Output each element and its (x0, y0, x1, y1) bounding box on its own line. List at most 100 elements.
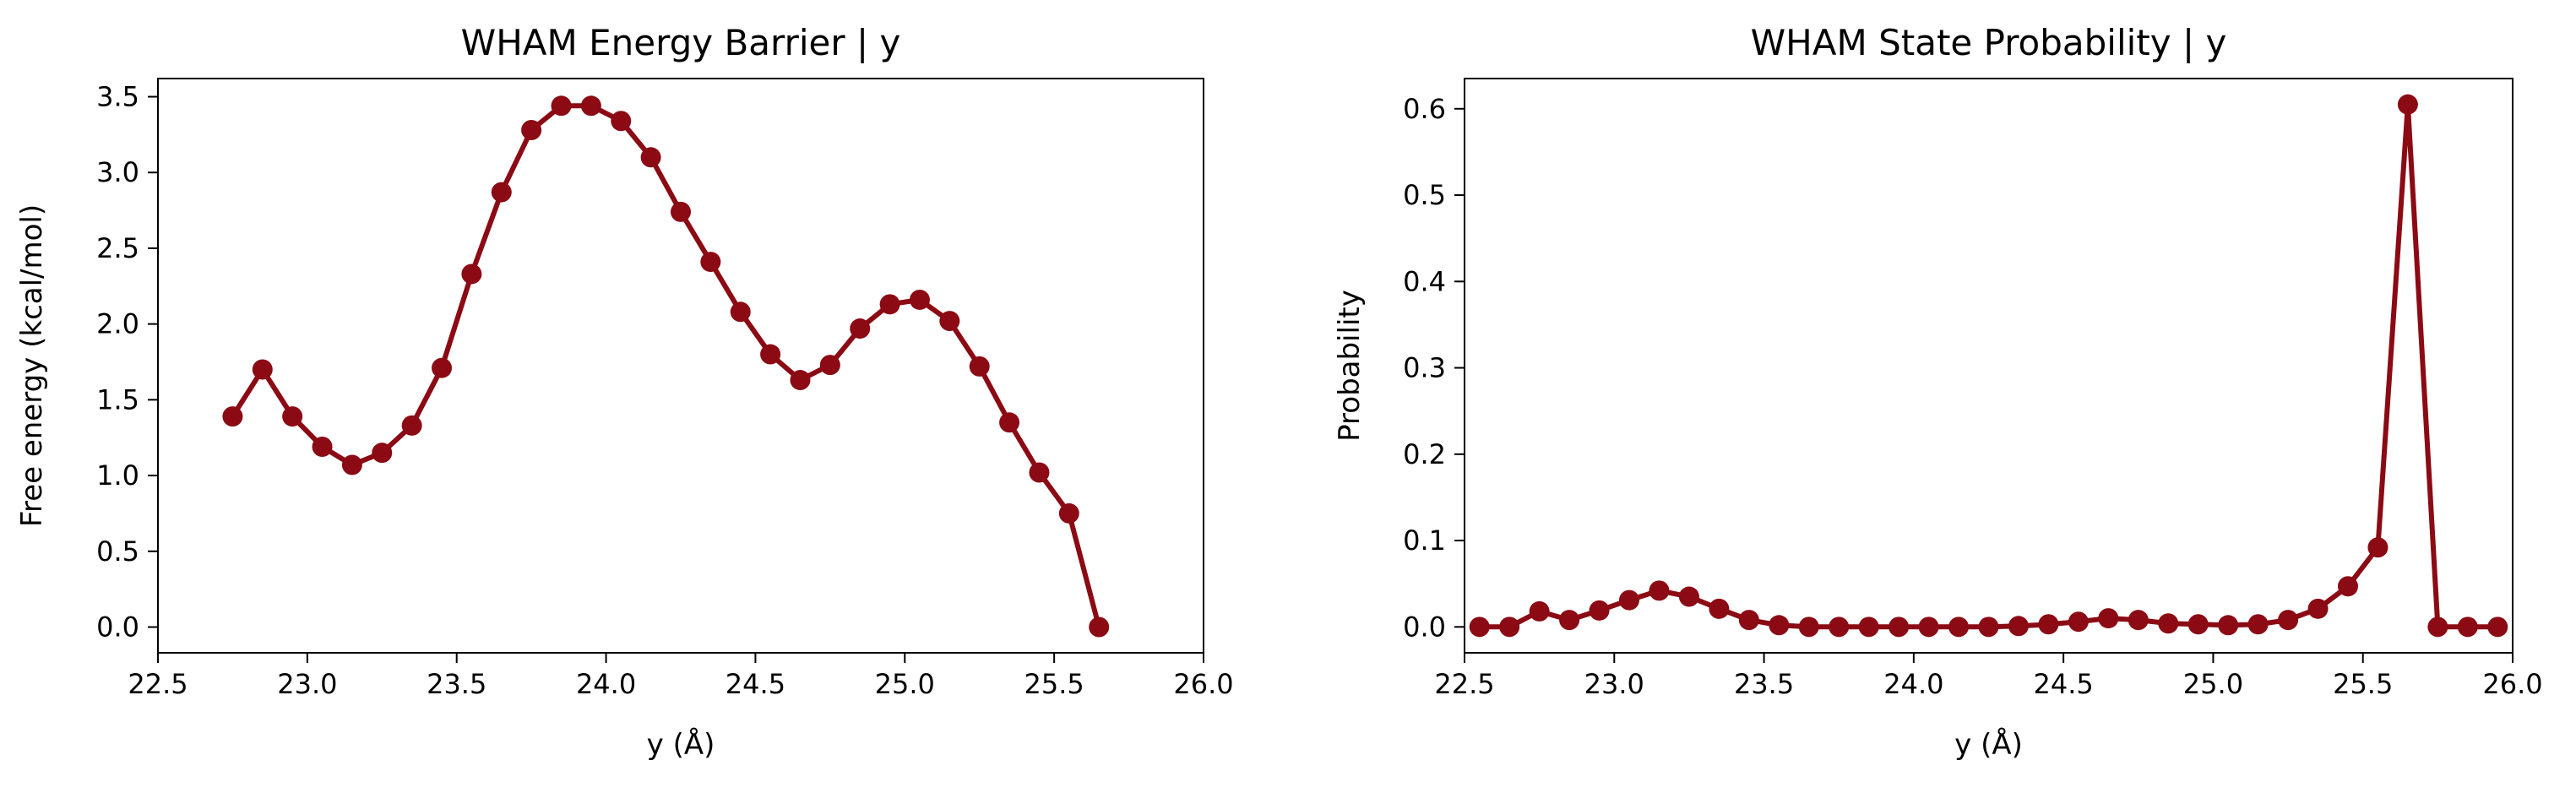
chart-1-y-tick-label: 0.5 (96, 535, 139, 568)
chart-1-x-tick-label: 23.0 (277, 668, 337, 700)
chart-1-data-point (879, 294, 900, 315)
chart-1-x-axis-label: y (Å) (647, 727, 715, 762)
chart-1-x-tick-label: 26.0 (1173, 668, 1233, 700)
chart-2-data-point (1798, 616, 1819, 638)
chart-1-y-tick-label: 2.5 (96, 232, 139, 264)
chart-1-y-tick-label: 2.0 (96, 308, 139, 340)
chart-1-data-point (700, 252, 721, 273)
chart-2-data-point (1529, 600, 1550, 622)
chart-1-y-tick-label: 3.0 (96, 156, 139, 188)
chart-1-data-point (312, 436, 333, 457)
chart-2-data-point (2247, 614, 2269, 635)
chart-2-data-point (1589, 600, 1610, 621)
chart-1-data-point (819, 355, 840, 376)
chart-1-data-point (372, 443, 393, 464)
chart-1-data-point (432, 357, 453, 378)
chart-1-data-point (790, 370, 811, 391)
chart-2-plot-frame (1464, 78, 2514, 654)
chart-1-y-tick-label: 1.0 (96, 459, 139, 492)
chart-2-y-tick-label: 0.2 (1403, 438, 1446, 470)
chart-2-data-point (1889, 616, 1910, 638)
chart-2-data-point (1769, 615, 1790, 636)
chart-2-data-point (2457, 616, 2478, 638)
chart-2-data-point (2158, 613, 2179, 634)
chart-2-data-point (2187, 614, 2209, 635)
chart-1-data-point (1089, 616, 1110, 638)
chart-1-y-tick-label: 1.5 (96, 383, 139, 416)
chart-2-data-point (1649, 580, 1670, 601)
chart-1-data-point (341, 454, 362, 475)
chart-2-x-tick-label: 24.5 (2034, 668, 2094, 700)
chart-2-x-tick-label: 23.0 (1584, 668, 1644, 700)
chart-1-y-tick-label: 0.0 (96, 611, 139, 643)
chart-1-plot-frame (157, 78, 1204, 654)
chart-2-title: WHAM State Probability | y (1751, 22, 2227, 63)
chart-1-data-point (969, 356, 990, 377)
chart-2-y-tick-label: 0.3 (1403, 352, 1446, 384)
chart-2-data-point (1738, 610, 1759, 631)
chart-1-x-tick-label: 23.5 (427, 668, 486, 700)
chart-2-x-tick-label: 25.5 (2333, 668, 2393, 700)
chart-2-y-tick-label: 0.4 (1403, 265, 1446, 297)
chart-2-data-point (2218, 615, 2239, 636)
chart-2-data-point (1559, 610, 1580, 631)
chart-2-x-axis-label: y (Å) (1954, 727, 2023, 762)
chart-1-data-point (491, 182, 512, 203)
chart-2-x-tick-label: 26.0 (2482, 668, 2542, 700)
chart-2-data-point (1619, 589, 1640, 611)
chart-2-y-tick-label: 0.6 (1403, 93, 1446, 125)
chart-1-y-axis-label: Free energy (kcal/mol) (15, 204, 49, 527)
chart-1-x-tick-label: 25.0 (875, 668, 935, 700)
chart-2-data-point (1678, 586, 1699, 607)
chart-2-data-point (1709, 598, 1730, 619)
chart-2-x-tick-label: 24.0 (1883, 668, 1943, 700)
chart-2-x-tick-label: 23.5 (1734, 668, 1794, 700)
chart-2-y-tick-label: 0.0 (1403, 611, 1446, 643)
chart-2-data-point (1858, 616, 1879, 638)
chart-2: WHAM State Probability | y 22.5 23.0 23.5 24… (1333, 22, 2543, 762)
chart-2-data-point (2278, 610, 2299, 631)
chart-1-data-point (850, 318, 871, 339)
chart-2-data-point (2068, 611, 2089, 633)
chart-1-data-point (1058, 502, 1079, 524)
chart-2-data-point (2128, 610, 2149, 631)
chart-2-series-line (1479, 101, 2498, 630)
chart-1-y-tick-label: 3.5 (96, 81, 139, 113)
chart-2-data-point (2307, 598, 2329, 619)
chart-2-data-point (1948, 616, 1970, 638)
chart-1-data-point (282, 406, 303, 427)
chart-1-data-point (909, 289, 930, 310)
chart-2-data-point (1978, 616, 1999, 638)
chart-1-data-point (1029, 462, 1050, 483)
chart-2-data-point (1499, 616, 1520, 638)
chart-1-data-point (730, 301, 751, 323)
chart-1-x-tick-label: 22.5 (128, 668, 187, 700)
chart-2-data-point (2098, 608, 2119, 629)
chart-1-title: WHAM Energy Barrier | y (461, 22, 901, 63)
chart-2-data-point (2427, 616, 2448, 638)
chart-1-data-point (252, 359, 273, 380)
chart-1-series-line (230, 103, 1102, 628)
chart-2-data-point (1829, 616, 1850, 638)
chart-1-data-point (551, 95, 572, 117)
chart-2-data-point (2337, 576, 2358, 597)
chart-1-data-point (521, 120, 542, 141)
chart-1-data-point (401, 415, 422, 436)
chart-1-data-point (461, 263, 482, 285)
chart-1-data-point (580, 95, 601, 117)
chart-1-data-point (671, 201, 691, 222)
chart-1: WHAM Energy Barrier | y 22.5 23.0 23.5 24.0 2… (15, 22, 1234, 762)
chart-2-y-tick-label: 0.5 (1403, 179, 1446, 211)
chart-2-y-tick-label: 0.1 (1403, 524, 1446, 557)
chart-1-x-tick-label: 25.5 (1024, 668, 1084, 700)
chart-2-data-point (2008, 616, 2029, 637)
chart-1-data-point (999, 412, 1020, 433)
chart-2-x-tick-label: 25.0 (2183, 668, 2243, 700)
chart-2-data-point (1469, 616, 1490, 638)
chart-1-data-point (760, 344, 781, 365)
chart-1-data-point (640, 147, 661, 168)
chart-1-data-point (939, 311, 960, 332)
chart-2-x-tick-label: 22.5 (1434, 668, 1494, 700)
chart-1-data-point (222, 406, 243, 427)
